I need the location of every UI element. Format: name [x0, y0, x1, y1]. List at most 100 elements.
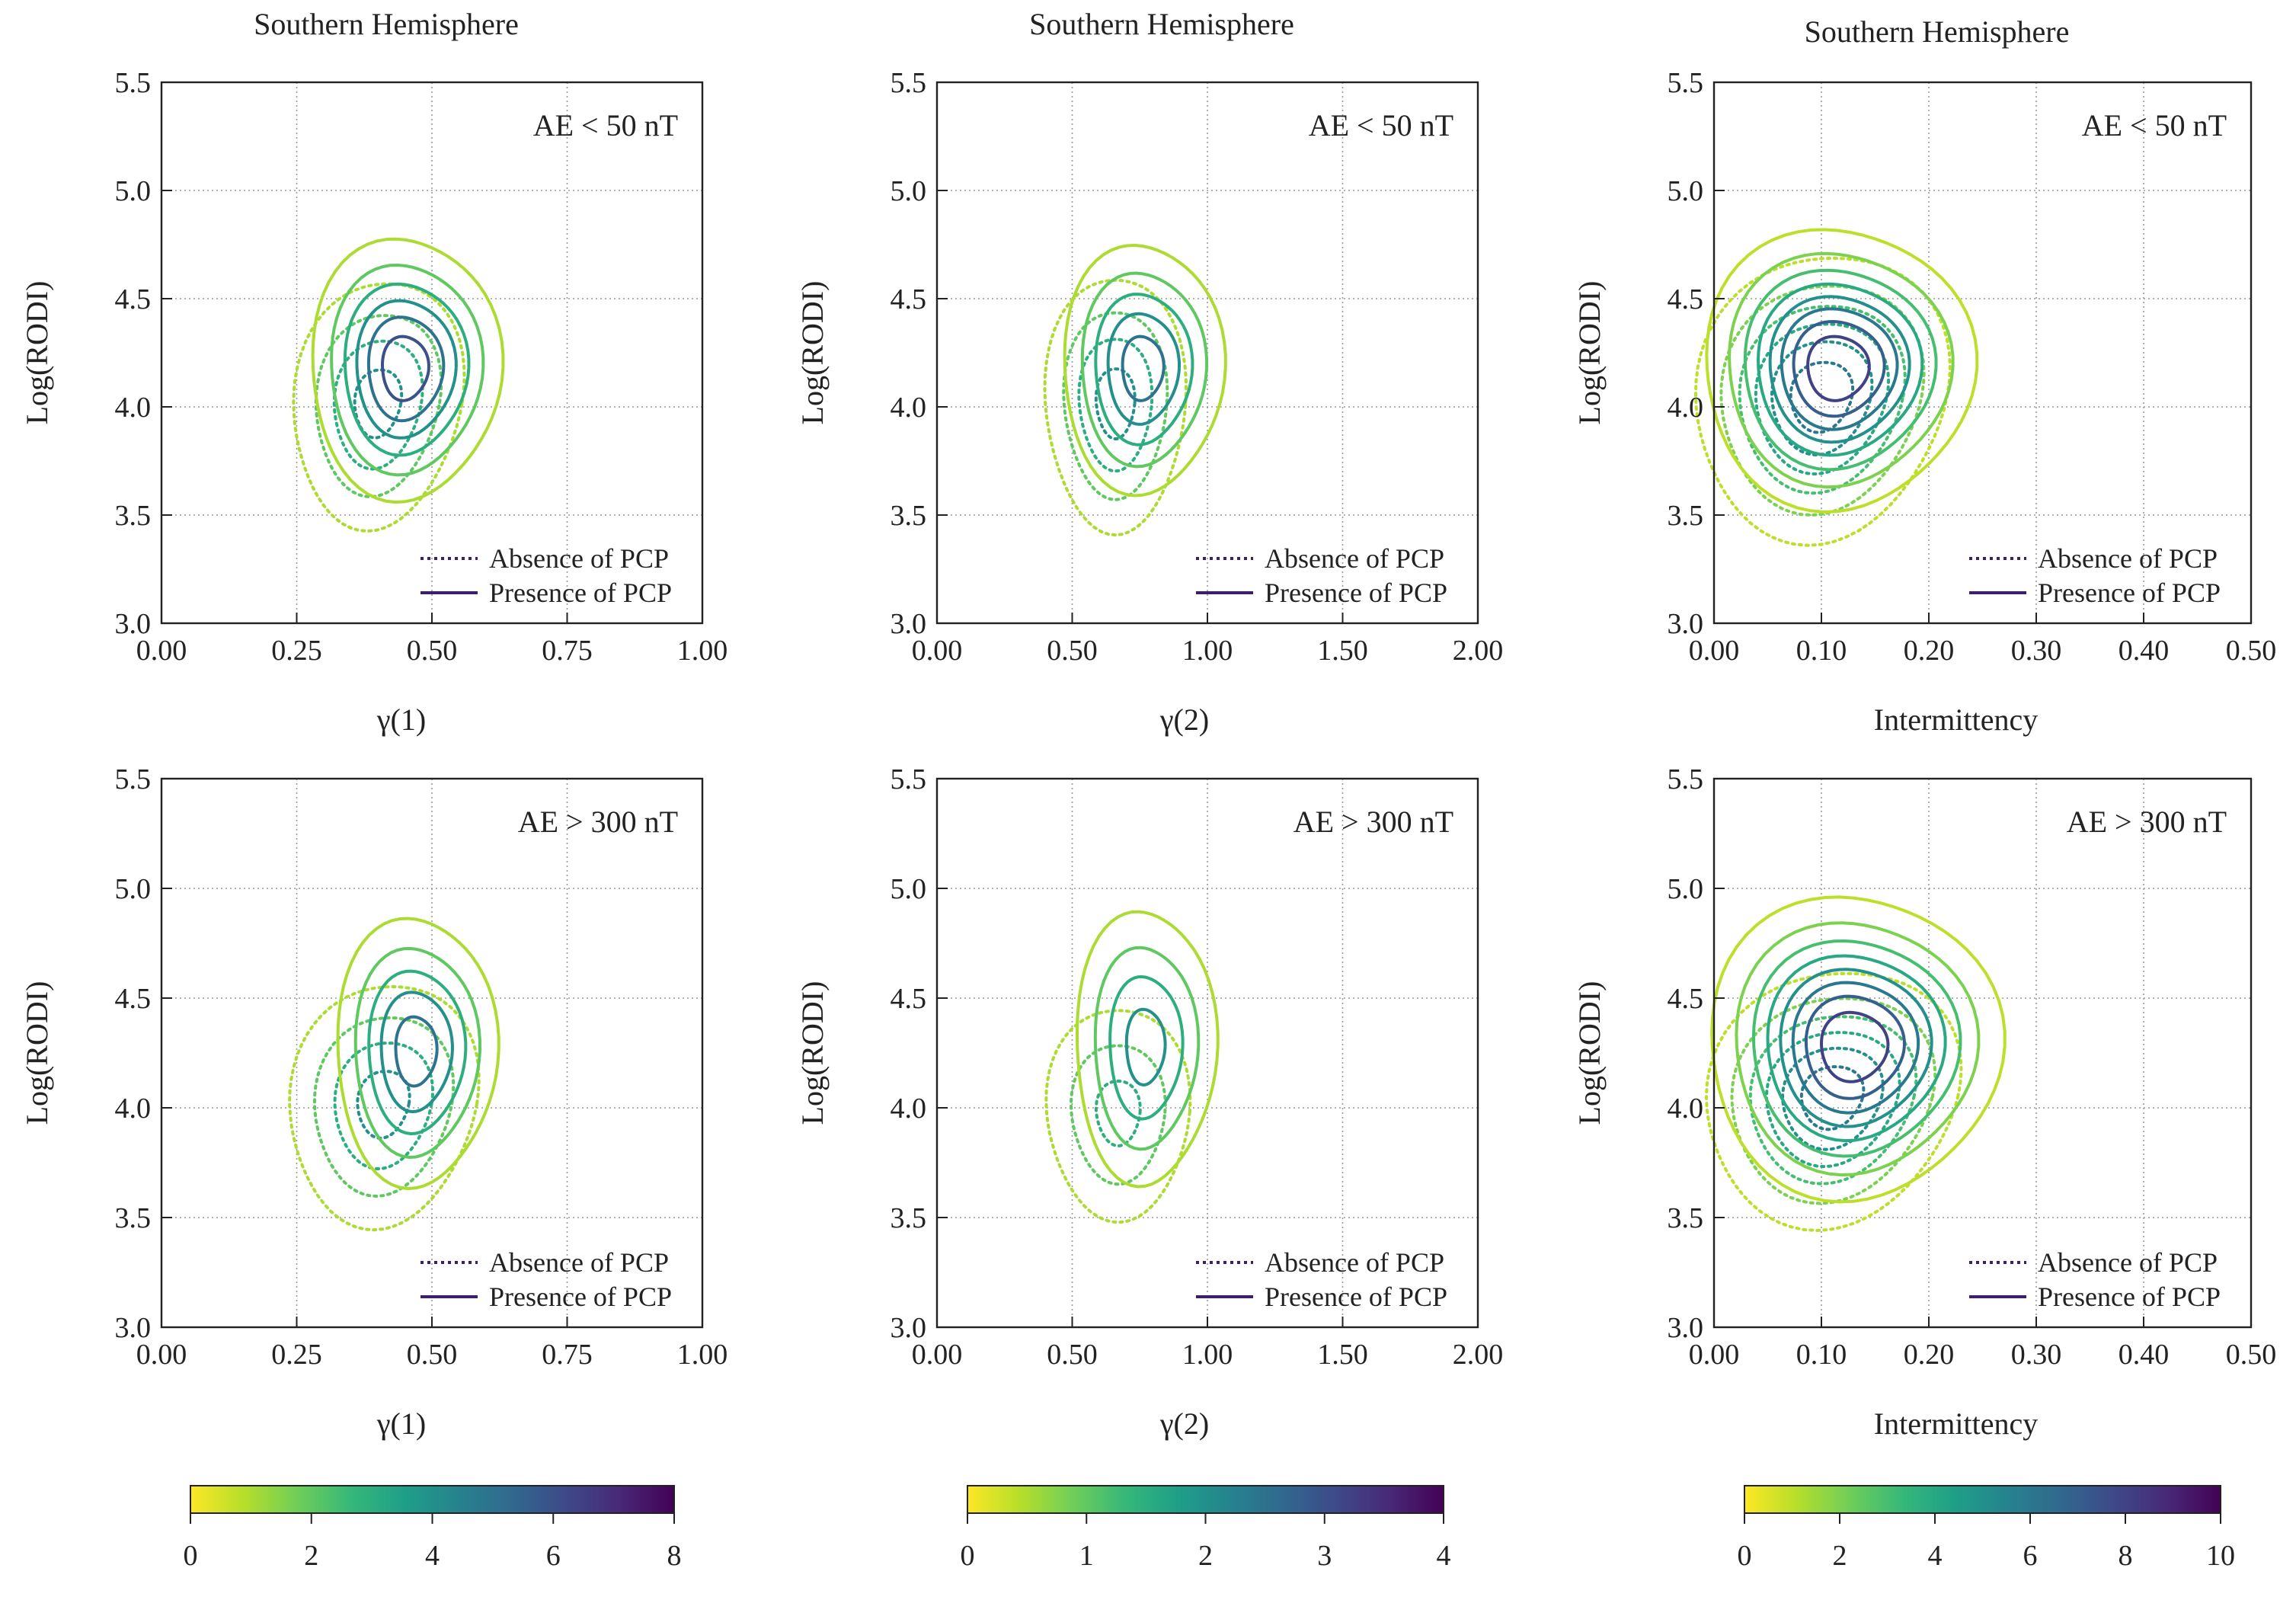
legend-presence-label: Presence of PCP [2038, 578, 2221, 608]
y-tick-label: 5.5 [891, 763, 927, 795]
x-tick-label: 0.50 [1047, 1339, 1098, 1371]
x-tick-label: 1.00 [677, 1339, 728, 1371]
contour-level [1792, 319, 1886, 418]
contour-level [1806, 334, 1871, 402]
contour-level [379, 990, 454, 1114]
colorbar-tick-label: 4 [1928, 1540, 1943, 1572]
contour-level [1819, 1010, 1890, 1083]
colorbar-tick-label: 6 [2023, 1540, 2038, 1572]
legend-presence-label: Presence of PCP [489, 1282, 672, 1312]
y-tick-label: 3.0 [115, 608, 152, 640]
x-axis-title: γ(1) [376, 1406, 426, 1441]
x-tick-label: 0.50 [407, 1339, 458, 1371]
contour-level [1756, 282, 1924, 457]
y-tick-label: 3.0 [891, 1312, 927, 1344]
x-tick-label: 0.25 [271, 635, 322, 667]
contour-level [1735, 921, 1981, 1177]
ae-condition-label: AE < 50 nT [1309, 108, 1453, 142]
y-tick-label: 3.5 [1668, 500, 1704, 532]
x-tick-label: 2.00 [1453, 635, 1504, 667]
contour-level [394, 1015, 439, 1088]
y-axis-title: Log(RODI) [20, 981, 54, 1125]
colorbar-tick-label: 4 [425, 1540, 440, 1572]
y-tick-label: 5.5 [1668, 67, 1704, 99]
contour-level [1780, 307, 1899, 431]
x-tick-label: 0.00 [912, 1339, 963, 1371]
panel-title: Southern Hemisphere [1029, 7, 1294, 41]
x-tick-label: 0.00 [912, 635, 963, 667]
subplot-1: 0.00 0.25 0.50 0.75 1.00 3.0 3.5 4.0 4.5 5.0 5.5 γ(… [20, 7, 727, 737]
colorbar-1: 0 2 4 6 8 [184, 1485, 682, 1572]
contour-level [330, 263, 485, 477]
colorbar-tick-label: 10 [2206, 1540, 2235, 1572]
contour-level [1764, 1031, 1901, 1169]
contour-level [1766, 954, 1947, 1143]
contour-level [1044, 1009, 1192, 1224]
ae-condition-label: AE < 50 nT [533, 108, 678, 142]
y-tick-label: 3.5 [891, 500, 927, 532]
axes-frame [1712, 777, 2253, 1329]
contour-level [1728, 251, 1955, 489]
y-tick-label: 5.0 [891, 873, 927, 905]
x-tick-label: 1.00 [677, 635, 728, 667]
x-tick-label: 0.40 [2119, 1339, 2170, 1371]
x-tick-label: 1.50 [1317, 1339, 1368, 1371]
contour-level [1768, 295, 1911, 444]
contour-level [1710, 895, 2007, 1204]
legend-absence-label: Absence of PCP [1265, 543, 1444, 574]
colorbar-tick-label: 8 [667, 1540, 682, 1572]
x-tick-label: 0.50 [2226, 635, 2277, 667]
contour-level [366, 315, 446, 423]
x-tick-label: 0.20 [1904, 635, 1955, 667]
contour-level [380, 334, 430, 402]
contour-level [292, 282, 466, 533]
subplot-5: 0.00 0.50 1.00 1.50 2.00 3.0 3.5 4.0 4.5 5.0 5.5 γ(… [795, 763, 1503, 1441]
y-axis-title: Log(RODI) [1572, 981, 1607, 1125]
colorbar-3: 0 2 4 6 8 10 [1738, 1485, 2235, 1572]
y-tick-label: 4.0 [115, 1093, 152, 1125]
x-axis-title: Intermittency [1874, 1406, 2038, 1441]
x-tick-label: 2.00 [1453, 1339, 1504, 1371]
ae-condition-label: AE > 300 nT [518, 805, 678, 839]
x-tick-label: 1.00 [1182, 1339, 1233, 1371]
contour-level [1743, 268, 1938, 472]
panel-title: Southern Hemisphere [1805, 14, 2070, 49]
y-tick-label: 5.0 [891, 175, 927, 207]
y-axis-title: Log(RODI) [20, 281, 54, 425]
colorbar-tick-label: 2 [304, 1540, 318, 1572]
contour-level [1738, 305, 1907, 495]
y-axis-title: Log(RODI) [1572, 281, 1607, 425]
contour-level [288, 984, 481, 1232]
contour-level [1062, 311, 1169, 501]
contour-level [1043, 278, 1188, 537]
contour-level [1730, 997, 1937, 1205]
x-tick-label: 0.00 [1689, 1339, 1740, 1371]
contour-level [312, 1016, 456, 1198]
axes-frame [1712, 81, 2253, 625]
y-tick-label: 4.5 [115, 283, 152, 315]
x-tick-label: 0.50 [1047, 635, 1098, 667]
contour-level [1094, 293, 1194, 446]
y-tick-label: 4.0 [891, 392, 927, 424]
subplot-6: 0.00 0.10 0.20 0.30 0.40 0.50 3.0 3.5 4.0 4.5 5.0 5… [1572, 763, 2276, 1441]
contour-level [1063, 243, 1227, 498]
contour-level [1093, 946, 1201, 1151]
colorbar-tick-label: 4 [1437, 1540, 1451, 1572]
y-tick-label: 4.5 [1668, 283, 1704, 315]
y-tick-label: 4.0 [1668, 392, 1704, 424]
contour-level [356, 1070, 411, 1140]
contour-level [353, 368, 404, 440]
y-tick-label: 4.0 [115, 392, 152, 424]
contour-level [1077, 338, 1154, 473]
series-presence [336, 917, 500, 1191]
series-presence [311, 237, 505, 504]
x-tick-label: 0.10 [1796, 1339, 1847, 1371]
legend-presence-label: Presence of PCP [489, 578, 672, 608]
series-presence [1075, 910, 1220, 1189]
x-axis-title: γ(2) [1159, 702, 1209, 737]
y-tick-label: 3.5 [891, 1202, 927, 1234]
y-tick-label: 3.5 [1668, 1202, 1704, 1234]
x-tick-label: 0.75 [542, 1339, 593, 1371]
series-presence [1063, 243, 1227, 498]
legend-absence-label: Absence of PCP [489, 1247, 669, 1278]
